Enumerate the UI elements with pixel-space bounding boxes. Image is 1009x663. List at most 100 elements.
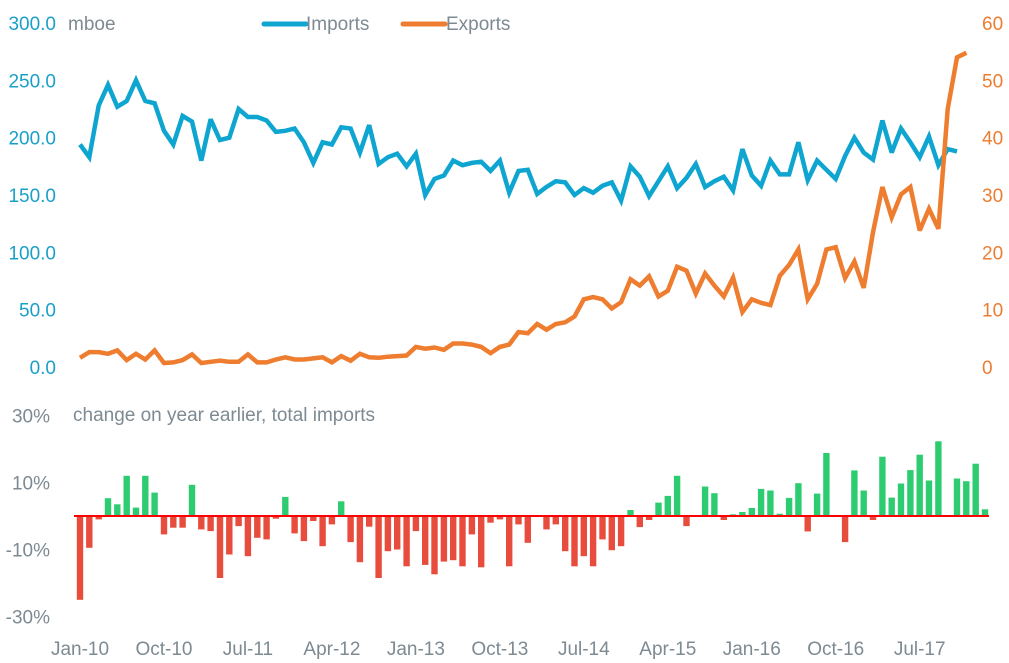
line-exports xyxy=(78,50,968,366)
bar xyxy=(823,453,830,516)
x-axis-label: Jan-10 xyxy=(51,639,109,660)
bar xyxy=(291,516,298,534)
bar xyxy=(860,490,867,516)
bar xyxy=(207,516,214,532)
bar xyxy=(86,516,93,548)
bar xyxy=(123,475,130,516)
bar xyxy=(272,516,280,519)
bar xyxy=(254,516,261,538)
bar xyxy=(151,492,158,516)
unit-label: mboe xyxy=(68,14,116,35)
bar-axis-tick: 30% xyxy=(12,407,50,428)
bar xyxy=(216,516,224,578)
legend-item-exports[interactable]: Exports xyxy=(400,14,510,35)
bar xyxy=(366,516,373,527)
right-axis-tick: 50 xyxy=(982,71,1003,92)
bar xyxy=(655,502,662,516)
bar xyxy=(748,508,755,516)
bar xyxy=(711,493,718,516)
bar xyxy=(375,516,382,578)
bar xyxy=(338,501,345,516)
left-axis-tick: 50.0 xyxy=(19,301,56,322)
bar xyxy=(813,493,821,516)
bar xyxy=(972,463,979,516)
bar xyxy=(897,483,905,516)
bar-series xyxy=(76,441,989,600)
bar-axis-tick: 10% xyxy=(12,474,50,495)
x-axis-label: Apr-12 xyxy=(303,639,360,660)
bar xyxy=(916,454,923,516)
bar xyxy=(664,495,671,516)
bar xyxy=(888,497,895,516)
bar xyxy=(282,496,289,516)
bar xyxy=(263,516,270,540)
x-axis-label: Jul-17 xyxy=(894,639,946,660)
bar xyxy=(198,516,205,530)
bar xyxy=(235,516,242,527)
right-axis-tick: 10 xyxy=(982,301,1003,322)
bar xyxy=(515,516,522,525)
x-axis-label: Oct-10 xyxy=(135,639,192,660)
bar-chart-title: change on year earlier, total imports xyxy=(73,405,375,426)
bar xyxy=(571,516,578,567)
left-axis-tick: 150.0 xyxy=(8,186,56,207)
left-axis-tick: 250.0 xyxy=(8,71,56,92)
bar xyxy=(188,484,196,516)
bar xyxy=(776,513,783,516)
bar xyxy=(328,516,336,525)
bar xyxy=(953,478,961,516)
x-axis-label: Oct-16 xyxy=(807,639,864,660)
bar xyxy=(384,516,392,552)
right-axis-tick: 60 xyxy=(982,14,1003,35)
bar xyxy=(506,516,513,567)
bar-axis-tick: -30% xyxy=(6,608,50,629)
bar xyxy=(403,516,410,567)
bar xyxy=(757,488,765,516)
x-axis-label: Apr-15 xyxy=(639,639,696,660)
left-axis-tick: 200.0 xyxy=(8,129,56,150)
left-axis-ticks: 300.0 250.0 200.0 150.0 100.0 50.0 0.0 xyxy=(8,14,56,379)
bar xyxy=(496,516,504,520)
bar xyxy=(785,497,793,516)
bar xyxy=(552,516,559,525)
bar xyxy=(683,516,690,527)
bar xyxy=(795,483,802,516)
bar xyxy=(478,516,485,568)
bar xyxy=(739,512,746,516)
left-axis-tick: 100.0 xyxy=(8,243,56,264)
bar xyxy=(76,516,84,600)
x-axis-label: Jan-13 xyxy=(387,639,445,660)
bar xyxy=(356,516,364,563)
legend-item-imports[interactable]: Imports xyxy=(261,14,369,35)
bar xyxy=(142,475,149,516)
bar xyxy=(673,475,681,516)
bar xyxy=(879,456,886,516)
x-axis-label: Jan-16 xyxy=(723,639,781,660)
bar xyxy=(804,516,811,532)
right-axis-tick: 30 xyxy=(982,186,1003,207)
bar xyxy=(524,516,531,543)
bar xyxy=(869,516,877,520)
bar xyxy=(394,516,401,550)
bar xyxy=(841,516,849,543)
bar xyxy=(468,516,476,535)
bar xyxy=(104,498,112,516)
bar xyxy=(907,470,914,516)
bar xyxy=(589,516,597,567)
bar xyxy=(608,516,615,551)
bar xyxy=(132,507,140,516)
bar xyxy=(440,516,448,562)
x-axis-label: Jul-11 xyxy=(223,639,273,660)
bar xyxy=(636,516,643,528)
left-axis-tick: 300.0 xyxy=(8,14,56,35)
bar xyxy=(459,516,466,567)
bar xyxy=(310,516,317,521)
right-axis-tick: 0 xyxy=(982,358,993,379)
bar xyxy=(422,516,429,565)
x-axis-label: Jul-14 xyxy=(558,639,610,660)
bar xyxy=(319,516,326,547)
bar xyxy=(431,516,438,575)
right-axis-tick: 20 xyxy=(982,243,1003,264)
x-axis-labels: Jan-10 Oct-10 Jul-11 Apr-12 Jan-13 Oct-13 Jul-… xyxy=(51,639,946,660)
